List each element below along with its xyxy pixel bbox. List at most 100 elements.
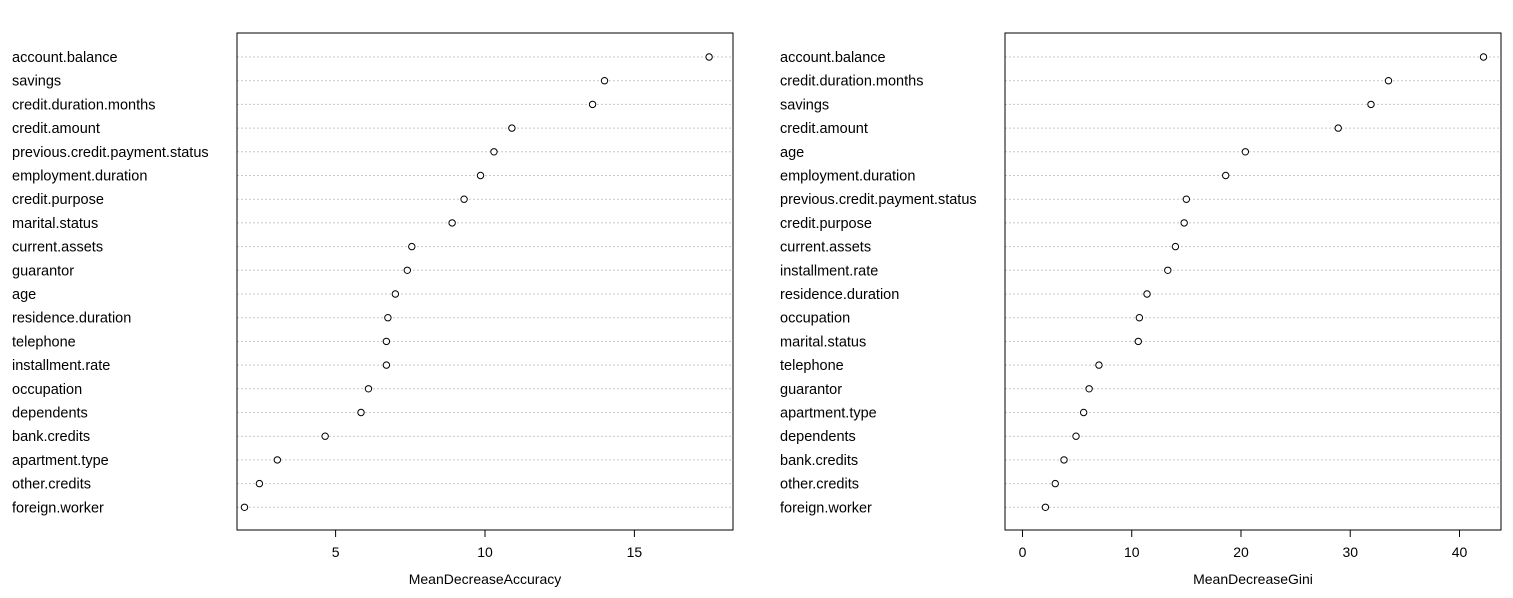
- accuracy-point: [364, 385, 373, 393]
- gini-category-label: occupation: [780, 311, 850, 327]
- gini-category-label: bank.credits: [780, 453, 858, 469]
- accuracy-category-label: installment.rate: [12, 358, 110, 374]
- accuracy-point: [382, 337, 391, 346]
- gini-category-label: guarantor: [780, 382, 842, 398]
- accuracy-point: [490, 148, 498, 156]
- gini-grid-lines: [1005, 56, 1501, 508]
- gini-tick-label: 10: [1124, 544, 1140, 560]
- accuracy-tick-label: 10: [477, 544, 493, 560]
- gini-category-label: telephone: [780, 358, 844, 374]
- accuracy-tick-label: 5: [332, 544, 340, 560]
- gini-category-label: credit.purpose: [780, 216, 872, 232]
- gini-point: [1143, 290, 1151, 298]
- accuracy-x-axis: 5 10 15: [332, 529, 643, 560]
- gini-x-axis: 0 10 20 30 40: [1019, 529, 1468, 560]
- gini-x-axis-title: MeanDecreaseGini: [1193, 571, 1313, 587]
- gini-category-label: credit.duration.months: [780, 74, 923, 90]
- gini-point: [1164, 266, 1172, 274]
- accuracy-dotchart-panel: account.balance savings credit.duration.mo…: [12, 32, 734, 587]
- gini-point: [1479, 53, 1488, 61]
- gini-point: [1060, 456, 1068, 464]
- gini-dotchart-panel: account.balance credit.duration.months sav…: [780, 32, 1502, 587]
- gini-point: [1334, 124, 1342, 132]
- accuracy-point: [408, 242, 416, 251]
- gini-point: [1367, 100, 1375, 109]
- accuracy-point: [508, 124, 516, 132]
- accuracy-point: [321, 432, 329, 440]
- gini-category-label: employment.duration: [780, 169, 915, 185]
- gini-point: [1241, 148, 1250, 156]
- gini-points: [1041, 53, 1488, 511]
- accuracy-point: [460, 195, 468, 203]
- gini-category-label: apartment.type: [780, 406, 877, 422]
- gini-category-labels: account.balance credit.duration.months sav…: [780, 50, 977, 516]
- accuracy-point: [403, 266, 412, 274]
- gini-category-label: installment.rate: [780, 263, 878, 279]
- gini-category-label: other.credits: [780, 477, 859, 493]
- accuracy-point: [705, 53, 713, 61]
- accuracy-point: [448, 219, 456, 227]
- accuracy-grid-lines: [237, 56, 733, 508]
- accuracy-category-label: credit.purpose: [12, 192, 104, 208]
- accuracy-category-labels: account.balance savings credit.duration.mo…: [12, 50, 209, 516]
- gini-point: [1135, 314, 1144, 322]
- accuracy-category-label: account.balance: [12, 50, 118, 66]
- accuracy-category-label: marital.status: [12, 216, 98, 232]
- gini-point: [1171, 242, 1180, 251]
- gini-point: [1072, 432, 1080, 440]
- gini-point: [1384, 77, 1393, 85]
- accuracy-category-label: guarantor: [12, 263, 74, 279]
- accuracy-x-axis-title: MeanDecreaseAccuracy: [409, 571, 562, 587]
- accuracy-tick-label: 15: [627, 544, 643, 560]
- gini-point: [1180, 219, 1188, 227]
- accuracy-point: [588, 100, 597, 109]
- accuracy-category-label: foreign.worker: [12, 500, 104, 516]
- accuracy-category-label: dependents: [12, 406, 88, 422]
- gini-category-label: dependents: [780, 429, 856, 445]
- accuracy-point: [600, 77, 609, 85]
- gini-category-label: marital.status: [780, 334, 866, 350]
- accuracy-point: [273, 456, 282, 464]
- gini-point: [1051, 479, 1059, 488]
- accuracy-category-label: credit.duration.months: [12, 97, 155, 113]
- accuracy-category-label: bank.credits: [12, 429, 90, 445]
- accuracy-point: [240, 503, 249, 511]
- accuracy-category-label: employment.duration: [12, 169, 147, 185]
- accuracy-point: [357, 408, 365, 417]
- gini-point: [1041, 503, 1050, 511]
- accuracy-point: [255, 479, 264, 488]
- gini-category-label: current.assets: [780, 240, 871, 256]
- gini-category-label: account.balance: [780, 50, 886, 66]
- accuracy-category-label: savings: [12, 74, 61, 90]
- gini-category-label: residence.duration: [780, 287, 899, 303]
- gini-category-label: savings: [780, 97, 829, 113]
- gini-point: [1182, 195, 1191, 203]
- accuracy-category-label: previous.credit.payment.status: [12, 145, 209, 161]
- gini-category-label: foreign.worker: [780, 500, 872, 516]
- gini-tick-label: 20: [1233, 544, 1249, 560]
- gini-tick-label: 40: [1452, 544, 1468, 560]
- accuracy-point: [391, 290, 400, 298]
- gini-category-label: previous.credit.payment.status: [780, 192, 977, 208]
- accuracy-points: [240, 53, 713, 511]
- gini-point: [1221, 171, 1230, 180]
- gini-tick-label: 30: [1342, 544, 1358, 560]
- accuracy-point: [476, 171, 485, 180]
- gini-point: [1085, 385, 1093, 393]
- accuracy-category-label: other.credits: [12, 477, 91, 493]
- accuracy-category-label: apartment.type: [12, 453, 109, 469]
- gini-category-label: credit.amount: [780, 121, 868, 137]
- accuracy-category-label: current.assets: [12, 240, 103, 256]
- accuracy-category-label: telephone: [12, 334, 76, 350]
- accuracy-category-label: residence.duration: [12, 311, 131, 327]
- accuracy-point: [382, 361, 391, 369]
- accuracy-point: [384, 314, 392, 322]
- gini-point: [1134, 337, 1142, 346]
- gini-tick-label: 0: [1019, 544, 1027, 560]
- gini-point: [1079, 408, 1088, 417]
- gini-point: [1095, 361, 1103, 369]
- gini-category-label: age: [780, 145, 804, 161]
- accuracy-category-label: age: [12, 287, 36, 303]
